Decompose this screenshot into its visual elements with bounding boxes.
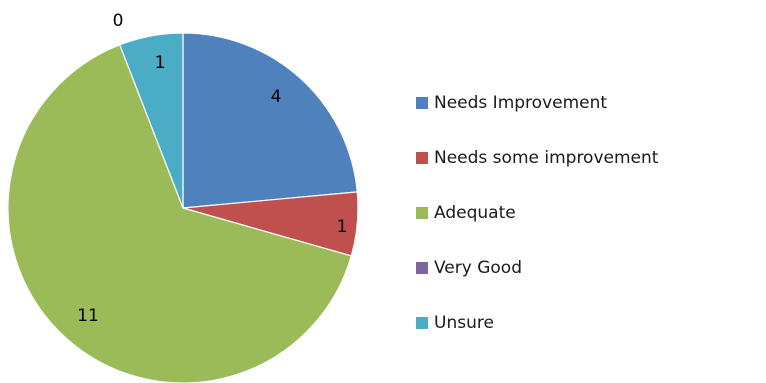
legend-item-needs-some-improvement: Needs some improvement <box>416 148 659 168</box>
pie-slice-needs-improvement <box>182 32 358 209</box>
data-label-adequate: 11 <box>77 306 99 326</box>
legend-swatch <box>416 262 428 274</box>
pie-slice-adequate <box>7 44 353 383</box>
legend-label: Needs some improvement <box>434 148 659 168</box>
pie-slices <box>7 32 359 383</box>
legend-item-needs-improvement: Needs Improvement <box>416 93 607 113</box>
legend-swatch <box>416 207 428 219</box>
legend-label: Unsure <box>434 313 494 333</box>
data-label-very-good: 0 <box>113 11 124 31</box>
legend-swatch <box>416 317 428 329</box>
legend: Needs Improvement Needs some improvement A… <box>416 93 659 333</box>
legend-swatch <box>416 97 428 109</box>
legend-swatch <box>416 152 428 164</box>
legend-item-unsure: Unsure <box>416 313 494 333</box>
legend-item-very-good: Very Good <box>416 258 522 278</box>
legend-label: Very Good <box>434 258 522 278</box>
data-label-unsure: 1 <box>155 53 166 73</box>
data-label-needs-improvement: 4 <box>271 87 282 107</box>
legend-item-adequate: Adequate <box>416 203 516 223</box>
pie-slice-unsure <box>119 32 184 209</box>
legend-label: Adequate <box>434 203 516 223</box>
data-label-needs-some-improvement: 1 <box>337 217 348 237</box>
legend-label: Needs Improvement <box>434 93 607 113</box>
